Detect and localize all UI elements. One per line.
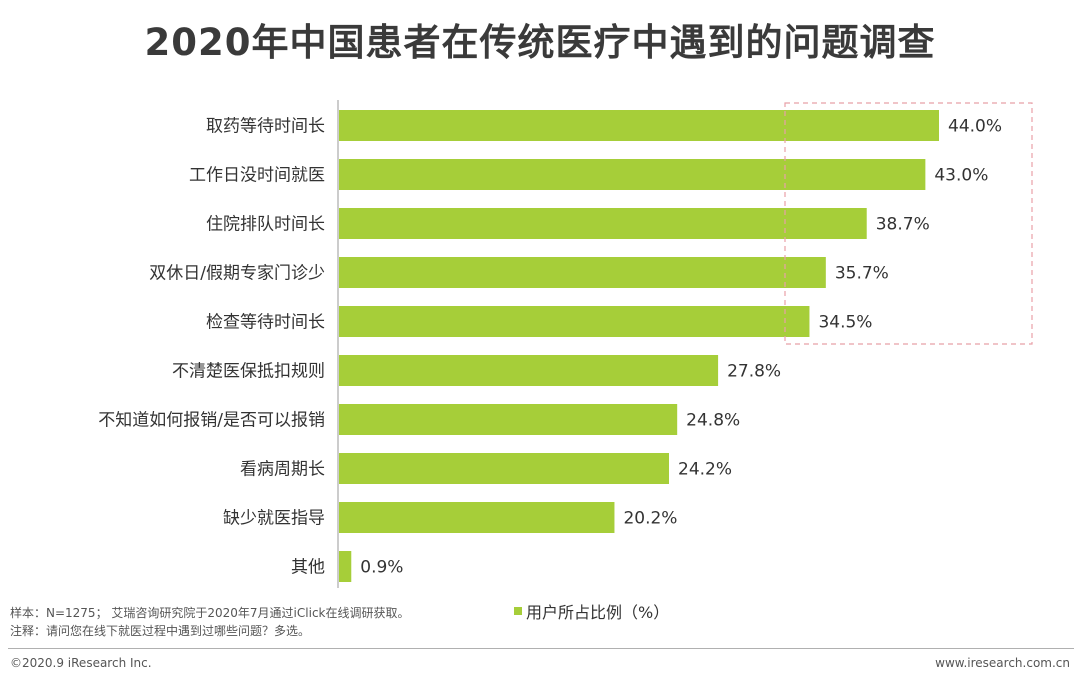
value-label: 38.7% [876, 215, 930, 235]
website: www.iresearch.com.cn [935, 656, 1070, 670]
value-label: 43.0% [934, 166, 988, 186]
legend-swatch [514, 607, 522, 615]
footer-divider [8, 648, 1074, 649]
value-label: 27.8% [727, 362, 781, 382]
bar [339, 257, 826, 288]
legend-label: 用户所占比例（%） [526, 603, 670, 622]
bar [339, 551, 352, 582]
bars-group: 取药等待时间长 44.0% 工作日没时间就医 43.0% 住院排队时间长 38.7% 双休日… [98, 110, 1002, 582]
bar [339, 355, 719, 386]
legend: 用户所占比例（%） [514, 599, 669, 623]
value-label: 34.5% [818, 313, 872, 333]
bar [339, 502, 615, 533]
bar [339, 306, 810, 337]
value-label: 24.2% [678, 460, 732, 480]
copyright: ©2020.9 iResearch Inc. [10, 656, 152, 670]
category-label: 不知道如何报销/是否可以报销 [98, 411, 325, 431]
category-label: 缺少就医指导 [223, 509, 325, 529]
bar [339, 208, 867, 239]
chart-title: 2020年中国患者在传统医疗中遇到的问题调查 [144, 21, 936, 64]
category-label: 不清楚医保抵扣规则 [172, 362, 325, 382]
value-label: 20.2% [623, 509, 677, 529]
value-label: 0.9% [360, 558, 403, 578]
bar-chart: 取药等待时间长 44.0% 工作日没时间就医 43.0% 住院排队时间长 38.7% 双休日… [98, 100, 1033, 588]
category-label: 双休日/假期专家门诊少 [149, 264, 325, 284]
value-label: 44.0% [948, 117, 1002, 137]
highlight-box [784, 102, 1033, 345]
remark-note: 注释：请问您在线下就医过程中遇到过哪些问题？多选。 [10, 624, 311, 638]
category-label: 检查等待时间长 [206, 313, 325, 333]
category-label: 取药等待时间长 [206, 117, 325, 137]
category-label: 其他 [291, 558, 325, 578]
category-label: 工作日没时间就医 [189, 166, 325, 186]
bar [339, 110, 939, 141]
value-label: 35.7% [835, 264, 889, 284]
category-label: 住院排队时间长 [206, 215, 325, 235]
value-label: 24.8% [686, 411, 740, 431]
sample-note: 样本：N=1275； 艾瑞咨询研究院于2020年7月通过iClick在线调研获取… [10, 606, 410, 620]
category-label: 看病周期长 [240, 460, 325, 480]
bar [339, 159, 926, 190]
bar [339, 404, 678, 435]
bar [339, 453, 669, 484]
